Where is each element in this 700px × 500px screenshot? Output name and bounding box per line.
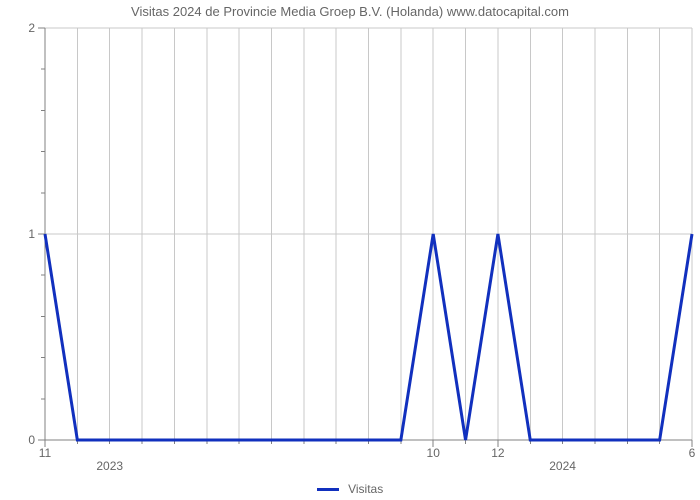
line-chart: 012111012620232024 — [0, 0, 700, 470]
chart-container: Visitas 2024 de Provincie Media Groep B.… — [0, 0, 700, 500]
legend: Visitas — [0, 482, 700, 496]
svg-text:2: 2 — [28, 21, 35, 35]
svg-text:12: 12 — [491, 446, 505, 460]
legend-label: Visitas — [348, 482, 383, 496]
svg-text:2024: 2024 — [549, 459, 576, 470]
chart-title: Visitas 2024 de Provincie Media Groep B.… — [0, 4, 700, 19]
svg-text:2023: 2023 — [96, 459, 123, 470]
svg-text:11: 11 — [39, 446, 52, 460]
svg-text:0: 0 — [28, 433, 35, 447]
svg-text:10: 10 — [427, 446, 441, 460]
svg-text:1: 1 — [28, 227, 35, 241]
svg-text:6: 6 — [689, 446, 696, 460]
legend-swatch — [317, 488, 339, 491]
